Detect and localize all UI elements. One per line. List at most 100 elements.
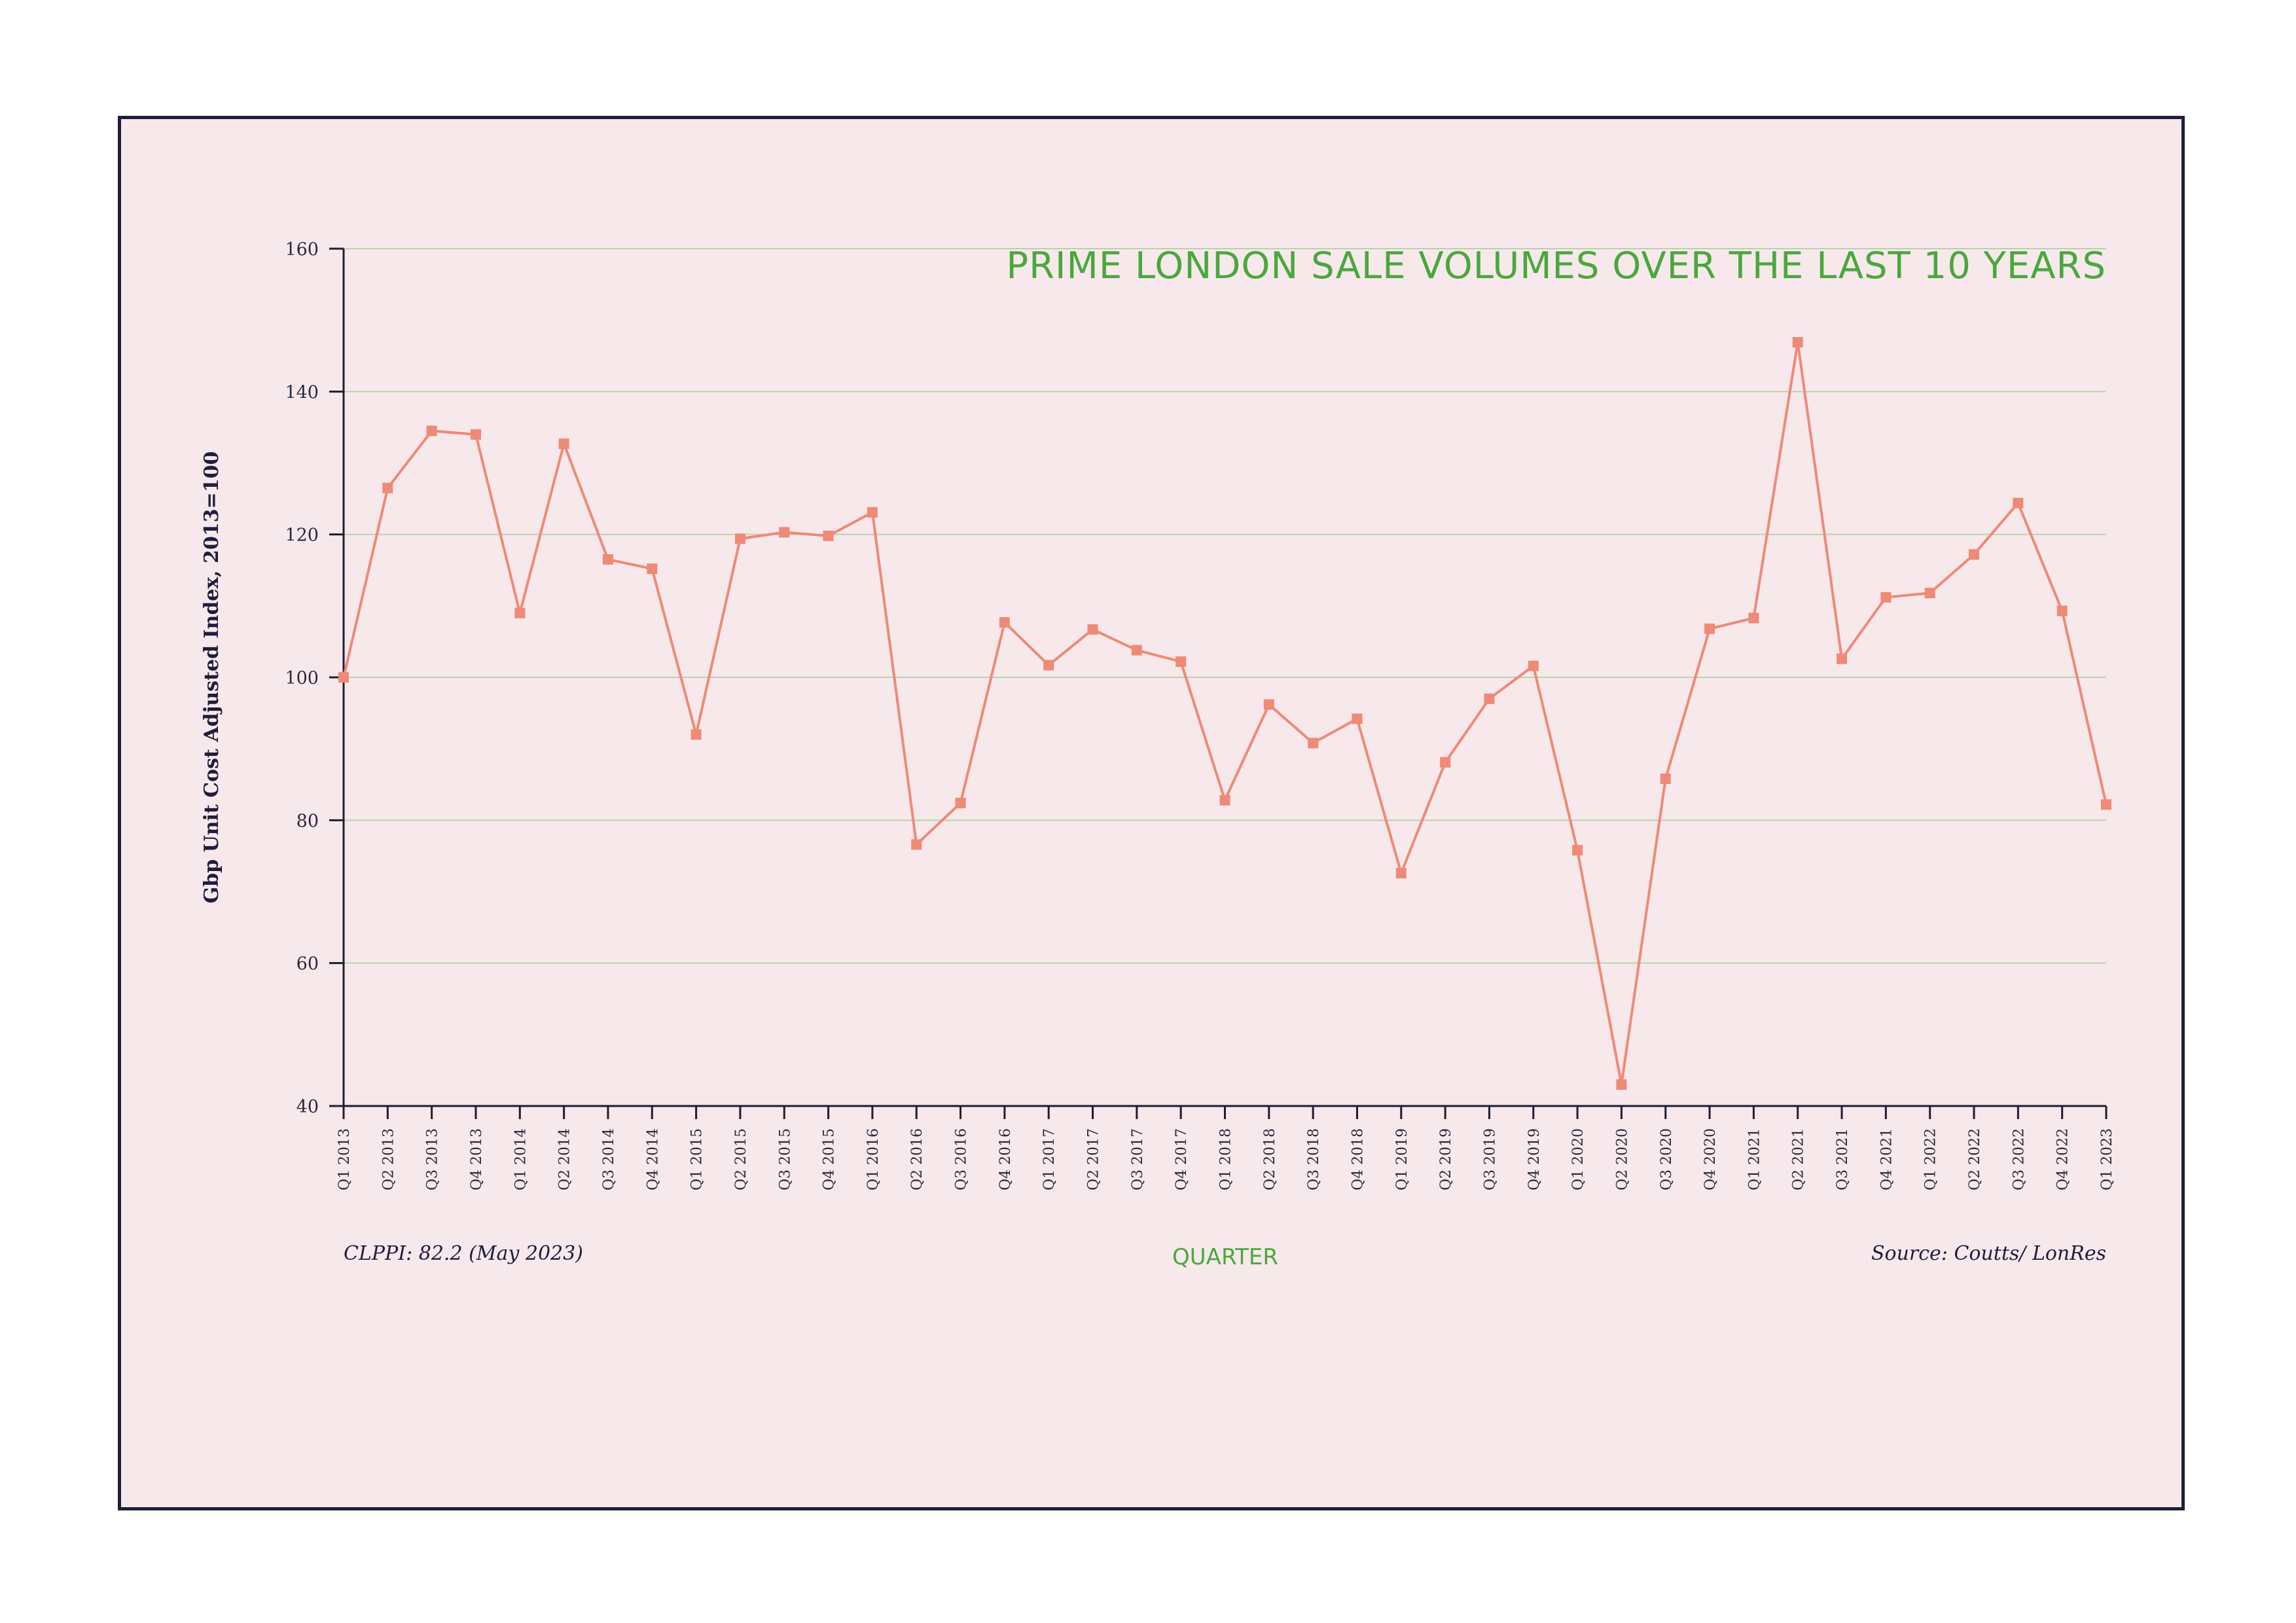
x-tick-label: Q1 2023 bbox=[2099, 1128, 2115, 1190]
data-point bbox=[426, 425, 437, 437]
data-point bbox=[999, 616, 1010, 628]
y-tick-label: 100 bbox=[285, 668, 319, 688]
x-tick-label: Q1 2014 bbox=[512, 1128, 529, 1190]
data-point bbox=[1175, 656, 1187, 667]
x-tick-label: Q3 2015 bbox=[777, 1128, 793, 1190]
data-point bbox=[1660, 774, 1671, 785]
x-tick-label: Q2 2015 bbox=[733, 1128, 749, 1190]
data-point bbox=[1352, 713, 1363, 724]
chart-frame bbox=[118, 116, 2185, 1510]
series bbox=[342, 342, 2108, 1085]
data-point bbox=[1572, 845, 1583, 856]
x-tick-label: Q1 2020 bbox=[1570, 1128, 1587, 1190]
data-point bbox=[1131, 645, 1142, 656]
x-tick-label: Q3 2022 bbox=[2011, 1128, 2027, 1190]
data-point bbox=[1308, 738, 1319, 749]
x-tick-label: Q4 2016 bbox=[997, 1128, 1014, 1190]
x-tick-label: Q3 2017 bbox=[1130, 1128, 1146, 1190]
data-point bbox=[2101, 799, 2111, 810]
x-tick-label: Q2 2014 bbox=[557, 1128, 573, 1190]
data-point bbox=[1616, 1079, 1627, 1090]
x-tick-label: Q4 2017 bbox=[1174, 1128, 1190, 1190]
y-tick-label: 60 bbox=[296, 954, 319, 974]
y-tick-label: 80 bbox=[296, 811, 319, 831]
data-point bbox=[1440, 757, 1451, 768]
data-point bbox=[1395, 868, 1407, 879]
data-point bbox=[2056, 605, 2068, 616]
source-note: Source: Coutts/ LonRes bbox=[1871, 1242, 2106, 1265]
x-tick-label: Q4 2020 bbox=[1702, 1128, 1719, 1190]
data-point bbox=[1087, 624, 1098, 635]
data-point bbox=[1969, 549, 1980, 560]
x-tick-label: Q4 2021 bbox=[1878, 1128, 1895, 1190]
data-point bbox=[1263, 699, 1274, 710]
data-point bbox=[382, 482, 393, 493]
x-tick-label: Q1 2016 bbox=[865, 1128, 882, 1190]
data-point bbox=[514, 607, 526, 618]
data-point bbox=[2013, 497, 2024, 508]
x-tick-label: Q2 2021 bbox=[1791, 1128, 1807, 1190]
x-tick-label: Q4 2015 bbox=[821, 1128, 838, 1190]
gridlines bbox=[344, 248, 2106, 964]
x-tick-label: Q2 2020 bbox=[1614, 1128, 1630, 1190]
x-tick-label: Q2 2017 bbox=[1086, 1128, 1102, 1190]
data-point bbox=[470, 429, 481, 440]
x-tick-label: Q1 2019 bbox=[1394, 1128, 1410, 1190]
x-tick-label: Q3 2019 bbox=[1482, 1128, 1498, 1190]
data-point bbox=[1924, 588, 1935, 599]
data-point bbox=[1528, 660, 1539, 671]
data-point bbox=[823, 530, 834, 541]
x-tick-label: Q2 2022 bbox=[1967, 1128, 1983, 1190]
data-point bbox=[955, 798, 966, 809]
x-tick-label: Q1 2017 bbox=[1041, 1128, 1058, 1190]
x-tick-label: Q2 2013 bbox=[380, 1128, 397, 1190]
x-tick-label: Q3 2013 bbox=[425, 1128, 441, 1190]
chart-title: PRIME LONDON SALE VOLUMES OVER THE LAST … bbox=[1006, 245, 2106, 287]
x-tick-label: Q1 2018 bbox=[1218, 1128, 1234, 1190]
x-tick-label: Q3 2016 bbox=[954, 1128, 970, 1190]
data-point bbox=[1880, 592, 1892, 603]
x-tick-label: Q2 2018 bbox=[1262, 1128, 1278, 1190]
data-point bbox=[867, 507, 878, 518]
y-tick-label: 160 bbox=[285, 240, 319, 260]
x-tick-label: Q2 2016 bbox=[909, 1128, 925, 1190]
index-note: CLPPI: 82.2 (May 2023) bbox=[344, 1242, 583, 1265]
x-tick-label: Q3 2018 bbox=[1306, 1128, 1322, 1190]
y-tick-label: 40 bbox=[296, 1097, 319, 1117]
x-tick-label: Q4 2018 bbox=[1350, 1128, 1366, 1190]
data-point bbox=[1043, 660, 1054, 671]
y-tick-label: 120 bbox=[285, 526, 319, 546]
x-tick-label: Q3 2021 bbox=[1835, 1128, 1851, 1190]
x-tick-label: Q1 2015 bbox=[689, 1128, 706, 1190]
data-point bbox=[558, 438, 569, 450]
data-point bbox=[691, 729, 702, 740]
y-tick-label: 140 bbox=[285, 382, 319, 402]
x-tick-label: Q1 2022 bbox=[1923, 1128, 1939, 1190]
data-point bbox=[647, 563, 658, 575]
x-tick-label: Q4 2022 bbox=[2055, 1128, 2072, 1190]
x-tick-label: Q4 2019 bbox=[1526, 1128, 1543, 1190]
data-point bbox=[1219, 794, 1230, 806]
data-point bbox=[1792, 337, 1803, 348]
data-point bbox=[1704, 623, 1715, 634]
data-point bbox=[734, 533, 745, 544]
series-markers bbox=[338, 337, 2111, 1090]
x-tick-label: Q2 2019 bbox=[1438, 1128, 1454, 1190]
data-point bbox=[1748, 613, 1759, 624]
x-tick-label: Q1 2013 bbox=[336, 1128, 353, 1190]
y-axis-label: Gbp Unit Cost Adjusted Index, 2013=100 bbox=[200, 452, 223, 904]
data-point bbox=[338, 672, 349, 683]
data-point bbox=[602, 554, 613, 565]
y-ticks: 40 60 80 100 120 140 160 bbox=[285, 240, 344, 1117]
x-ticks: Q1 2013 Q2 2013 Q3 2013 Q4 2013 Q1 2014 Q2 20… bbox=[336, 1106, 2115, 1190]
data-point bbox=[1837, 653, 1848, 664]
x-axis-label: QUARTER bbox=[1172, 1244, 1278, 1270]
data-point bbox=[1484, 693, 1495, 704]
data-point bbox=[911, 839, 922, 850]
x-tick-label: Q4 2013 bbox=[469, 1128, 485, 1190]
x-tick-label: Q3 2014 bbox=[601, 1128, 617, 1190]
x-tick-label: Q4 2014 bbox=[645, 1128, 661, 1190]
data-point bbox=[779, 527, 790, 538]
x-tick-label: Q1 2021 bbox=[1746, 1128, 1763, 1190]
